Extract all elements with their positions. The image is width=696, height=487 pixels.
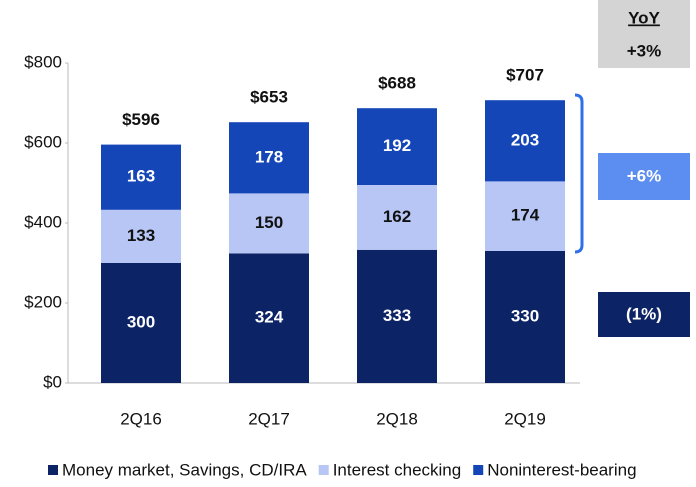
segment-label: 150 bbox=[255, 213, 283, 232]
y-tick-label: $600 bbox=[24, 132, 62, 151]
segment-label: 324 bbox=[255, 308, 284, 327]
bar-segment bbox=[357, 249, 437, 383]
bar-segment bbox=[229, 193, 309, 254]
legend-marker bbox=[473, 465, 484, 475]
yoy-header: YoY bbox=[628, 8, 660, 27]
segment-label: 203 bbox=[511, 130, 539, 149]
lower-change: (1%) bbox=[626, 304, 662, 323]
y-tick-label: $200 bbox=[24, 292, 62, 311]
segment-label: 330 bbox=[511, 306, 539, 325]
bar-segment bbox=[229, 253, 309, 383]
segment-label: 174 bbox=[511, 206, 540, 225]
segment-label: 333 bbox=[383, 306, 411, 325]
x-tick-label: 2Q19 bbox=[504, 409, 546, 428]
legend-marker bbox=[48, 465, 58, 475]
x-tick-label: 2Q18 bbox=[376, 409, 418, 428]
bar-segment bbox=[101, 263, 181, 383]
segment-label: 133 bbox=[127, 226, 155, 245]
segment-label: 163 bbox=[127, 167, 155, 186]
bar-segment bbox=[229, 122, 309, 194]
total-label: $707 bbox=[506, 66, 544, 85]
yoy-box bbox=[598, 0, 690, 68]
y-tick-label: $800 bbox=[24, 52, 62, 71]
segment-label: 192 bbox=[383, 136, 411, 155]
segment-label: 162 bbox=[383, 207, 411, 226]
bar-segment bbox=[485, 251, 565, 383]
bar-segment bbox=[101, 209, 181, 263]
legend-label: Interest checking bbox=[333, 460, 462, 479]
yoy-total: +3% bbox=[627, 41, 662, 60]
bar-segment bbox=[101, 144, 181, 210]
x-tick-label: 2Q17 bbox=[248, 409, 290, 428]
bar-segment bbox=[485, 100, 565, 182]
bar-segment bbox=[357, 185, 437, 250]
total-label: $653 bbox=[250, 87, 288, 106]
total-label: $688 bbox=[378, 73, 416, 92]
bracket bbox=[574, 93, 584, 254]
x-tick-label: 2Q16 bbox=[120, 409, 162, 428]
legend-marker bbox=[318, 465, 329, 475]
bar-segment bbox=[485, 181, 565, 251]
upper-change-box bbox=[598, 153, 690, 200]
lower-change-box bbox=[598, 292, 690, 337]
total-label: $596 bbox=[122, 110, 160, 129]
upper-change: +6% bbox=[627, 166, 662, 185]
segment-label: 300 bbox=[127, 312, 155, 331]
y-tick-label: $400 bbox=[24, 212, 62, 231]
legend-label: Noninterest-bearing bbox=[487, 460, 636, 479]
bar-segment bbox=[357, 108, 437, 185]
y-tick-label: $0 bbox=[43, 372, 62, 391]
segment-label: 178 bbox=[255, 147, 283, 166]
legend-label: Money market, Savings, CD/IRA bbox=[62, 460, 307, 479]
